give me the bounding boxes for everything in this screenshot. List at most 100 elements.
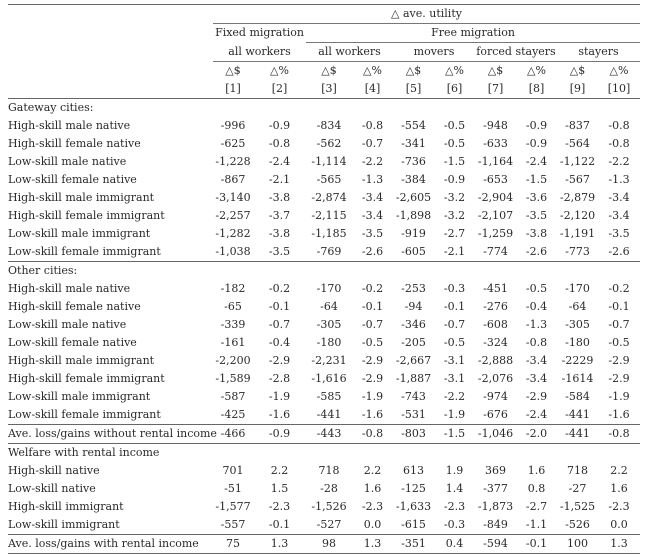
column-number: [4] bbox=[364, 82, 381, 95]
value-cell: -1,185 bbox=[311, 227, 347, 240]
value-cell: -676 bbox=[483, 408, 508, 421]
value-cell: -1.9 bbox=[443, 408, 466, 421]
value-cell: -351 bbox=[401, 537, 426, 550]
column-number: [8] bbox=[528, 82, 545, 95]
value-cell: -3.4 bbox=[608, 209, 630, 222]
value-cell: -1,046 bbox=[477, 427, 514, 440]
value-cell: -2.7 bbox=[443, 227, 466, 240]
table-row: Low-skill male native -1,228 -2.4 -1,114 -2.… bbox=[8, 153, 640, 171]
value-cell: -2.9 bbox=[361, 354, 384, 367]
value-cell: -3.4 bbox=[361, 209, 384, 222]
value-cell: -565 bbox=[316, 173, 342, 186]
row-label: High-skill female native bbox=[8, 137, 141, 150]
value-cell: -161 bbox=[220, 336, 246, 349]
unit-header: △% bbox=[445, 64, 464, 77]
value-cell: -125 bbox=[401, 482, 426, 495]
stayers-header: stayers bbox=[557, 42, 640, 62]
value-cell: -867 bbox=[220, 173, 246, 186]
value-cell: -0.3 bbox=[443, 518, 466, 531]
value-cell: -65 bbox=[224, 300, 242, 313]
value-cell: -64 bbox=[568, 300, 587, 313]
units-row: △$ △% △$ △% △$ △% △$ △% △$ △% bbox=[8, 62, 640, 81]
table-row: High-skill immigrant -1,577 -2.3 -1,526 -2.3… bbox=[8, 498, 640, 516]
table-row: High-skill male immigrant -2,200 -2.9 -2,23… bbox=[8, 352, 640, 370]
value-cell: -773 bbox=[565, 245, 590, 258]
value-cell: -0.5 bbox=[525, 282, 548, 295]
value-cell: -384 bbox=[401, 173, 426, 186]
value-cell: -3.5 bbox=[361, 227, 384, 240]
table-row: Low-skill male native -339 -0.7 -305 -0.7 -34… bbox=[8, 316, 640, 334]
value-cell: -64 bbox=[320, 300, 338, 313]
column-number: [7] bbox=[487, 82, 504, 95]
column-number: [3] bbox=[321, 82, 337, 95]
unit-header: △$ bbox=[405, 64, 422, 77]
value-cell: -2,888 bbox=[477, 354, 514, 367]
value-cell: -0.9 bbox=[525, 119, 548, 132]
table-body: Gateway cities: High-skill male native -99… bbox=[8, 99, 640, 554]
value-cell: -0.1 bbox=[608, 300, 630, 313]
value-cell: -205 bbox=[401, 336, 426, 349]
value-cell: -346 bbox=[401, 318, 426, 331]
value-cell: -557 bbox=[220, 518, 246, 531]
value-cell: -0.1 bbox=[361, 300, 384, 313]
value-cell: -1.6 bbox=[608, 408, 630, 421]
value-cell: -526 bbox=[565, 518, 590, 531]
value-cell: -1,259 bbox=[477, 227, 514, 240]
value-cell: -0.9 bbox=[443, 173, 466, 186]
value-cell: -1.9 bbox=[268, 390, 291, 403]
unit-header: △% bbox=[609, 64, 629, 77]
value-cell: -2,076 bbox=[477, 372, 514, 385]
value-cell: -341 bbox=[401, 137, 426, 150]
value-cell: -837 bbox=[565, 119, 590, 132]
table-row: High-skill female native -625 -0.8 -562 -0.7… bbox=[8, 135, 640, 153]
value-cell: -1.6 bbox=[361, 408, 384, 421]
value-cell: -1.3 bbox=[608, 173, 630, 186]
value-cell: -562 bbox=[316, 137, 342, 150]
value-cell: -377 bbox=[483, 482, 508, 495]
value-cell: -919 bbox=[401, 227, 426, 240]
value-cell: -605 bbox=[401, 245, 426, 258]
value-cell: -594 bbox=[483, 537, 508, 550]
value-cell: -0.5 bbox=[608, 336, 630, 349]
value-cell: 1.9 bbox=[445, 464, 464, 477]
table-row: High-skill female immigrant -1,589 -2.8 -1,… bbox=[8, 370, 640, 388]
value-cell: -1,164 bbox=[477, 155, 514, 168]
value-cell: -2,231 bbox=[311, 354, 347, 367]
value-cell: -1.9 bbox=[361, 390, 384, 403]
value-cell: -653 bbox=[483, 173, 508, 186]
value-cell: -0.2 bbox=[268, 282, 291, 295]
value-cell: -2,257 bbox=[215, 209, 251, 222]
table-row: Ave. loss/gains without rental income -46… bbox=[8, 424, 640, 444]
value-cell: -94 bbox=[404, 300, 423, 313]
value-cell: -2,874 bbox=[311, 191, 347, 204]
value-cell: -0.5 bbox=[443, 119, 466, 132]
value-cell: 0.8 bbox=[527, 482, 546, 495]
value-cell: -531 bbox=[401, 408, 426, 421]
value-cell: -615 bbox=[401, 518, 426, 531]
value-cell: -3.5 bbox=[268, 245, 291, 258]
value-cell: 613 bbox=[403, 464, 424, 477]
free-migration-header: Free migration bbox=[306, 23, 640, 43]
value-cell: -27 bbox=[568, 482, 587, 495]
value-cell: -180 bbox=[316, 336, 342, 349]
value-cell: -2.2 bbox=[443, 390, 466, 403]
value-cell: -28 bbox=[320, 482, 338, 495]
value-cell: -3.5 bbox=[525, 209, 548, 222]
unit-header: △$ bbox=[487, 64, 504, 77]
value-cell: -1.6 bbox=[268, 408, 291, 421]
value-cell: -3.5 bbox=[608, 227, 630, 240]
column-number: [1] bbox=[225, 82, 241, 95]
value-cell: -2.9 bbox=[268, 354, 291, 367]
movers-header: movers bbox=[393, 42, 475, 62]
value-cell: -2.6 bbox=[525, 245, 548, 258]
row-label: Ave. loss/gains with rental income bbox=[8, 537, 199, 550]
value-cell: -2,667 bbox=[395, 354, 432, 367]
value-cell: 1.6 bbox=[527, 464, 546, 477]
value-cell: -774 bbox=[483, 245, 508, 258]
table-row: High-skill male immigrant -3,140 -3.8 -2,87… bbox=[8, 189, 640, 207]
row-label: Low-skill male native bbox=[8, 318, 127, 331]
value-cell: -3,140 bbox=[215, 191, 251, 204]
value-cell: -1,191 bbox=[559, 227, 596, 240]
value-cell: -451 bbox=[483, 282, 508, 295]
value-cell: -441 bbox=[565, 408, 590, 421]
